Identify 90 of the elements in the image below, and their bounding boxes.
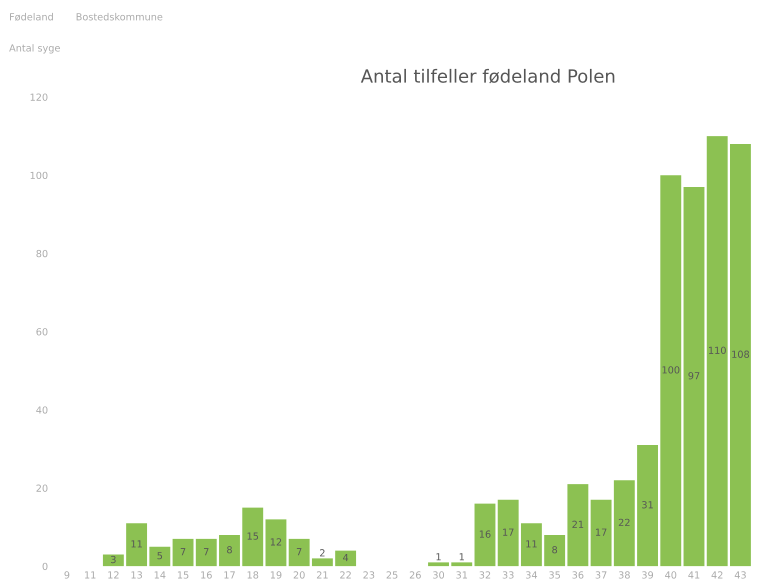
x-tick-label: 25 [386,571,398,579]
x-tick-label: 19 [270,571,282,579]
bar [637,445,658,566]
data-label: 2 [320,549,325,556]
x-tick-label: 33 [502,571,514,579]
bar [196,538,217,566]
data-label: 7 [296,548,302,556]
x-tick-label: 21 [316,571,328,578]
bar [684,186,704,566]
data-label: 100 [662,366,680,374]
bar [730,144,751,566]
data-label: 12 [270,538,282,546]
x-tick-label: 20 [294,571,305,579]
data-label: 8 [227,546,232,554]
y-tick-label: 20 [36,484,48,492]
data-label: 5 [157,552,162,560]
data-label: 7 [204,548,209,556]
data-label: 4 [343,554,348,562]
x-tick-label: 34 [526,571,538,579]
bar [590,500,612,566]
y-tick-label: 100 [30,172,48,180]
bar [288,538,310,566]
x-tick-label: 23 [363,571,374,579]
x-tick-label: 30 [433,571,444,579]
bar [219,534,240,566]
x-tick-label: 15 [178,571,188,579]
x-tick-label: 32 [480,571,490,579]
bar [312,558,333,566]
y-axis-title: Antal syge [9,44,60,54]
data-label: 108 [732,350,750,358]
bar [660,175,682,566]
bar [126,523,148,566]
bar [498,500,519,566]
y-tick-label: 0 [42,562,48,570]
bar [474,504,496,566]
data-label: 11 [526,540,537,548]
bar [149,546,170,566]
data-label: 97 [688,372,700,380]
x-tick-label: 35 [549,571,560,579]
x-tick-label: 31 [456,571,468,579]
y-tick-label: 40 [36,406,48,414]
data-label: 17 [503,528,514,536]
x-tick-label: 9 [64,571,70,579]
bar [265,519,286,566]
bar [614,480,635,566]
bar [242,508,264,566]
data-label: 7 [180,548,186,556]
x-tick-label: 42 [712,571,722,578]
text: Fødeland [10,12,53,21]
bar [544,534,566,566]
chart-title: Antal tilfeller fødeland Polen [360,68,614,84]
x-tick-label: 38 [618,571,630,579]
data-label: 1 [460,553,464,560]
data-label: 16 [480,530,491,538]
bar [102,554,124,566]
x-tick-label: 11 [85,571,96,578]
x-tick-label: 14 [154,571,166,578]
x-tick-label: 40 [665,571,676,579]
bar [172,538,194,566]
data-label: 8 [552,546,558,554]
x-tick-label: 17 [224,571,235,578]
data-label: 15 [248,532,258,540]
y-tick-label: 120 [30,94,48,101]
x-tick-label: 37 [596,571,606,579]
text: Bostedskommune [76,12,162,20]
data-label: 31 [642,501,653,508]
data-label: 11 [131,540,142,548]
data-label: 22 [618,518,630,526]
bar [567,484,588,566]
bar [520,523,542,566]
x-tick-label: 12 [108,571,119,578]
y-tick-label: 80 [36,250,48,258]
data-label: 21 [572,520,584,528]
x-tick-label: 39 [642,571,654,579]
x-tick-label: 13 [131,571,142,579]
data-label: 17 [596,528,606,536]
data-label: 110 [709,346,726,354]
x-tick-label: 16 [201,571,212,579]
x-tick-label: 36 [572,571,584,579]
x-tick-label: 41 [688,571,700,578]
x-tick-label: 22 [340,571,351,578]
y-tick-label: 60 [36,328,48,336]
x-tick-label: 26 [410,571,421,579]
data-label: 3 [111,556,116,564]
bar [335,550,356,566]
data-label: 1 [436,553,441,560]
x-tick-label: 43 [734,571,746,579]
bar [428,562,449,566]
x-tick-label: 18 [248,571,258,579]
bar [706,136,728,566]
